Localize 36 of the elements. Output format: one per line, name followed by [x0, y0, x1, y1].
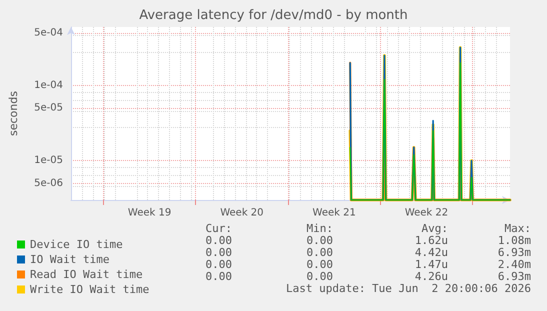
text: 0.00: [206, 234, 232, 247]
y-tick-label: 1e-04: [34, 80, 63, 92]
y-axis-title: seconds: [7, 90, 20, 136]
text: 0.00: [206, 246, 232, 259]
y-tick-label: 1e-05: [34, 155, 63, 166]
legend-label: IO Wait time: [30, 253, 110, 266]
text: 6.93m: [498, 246, 532, 259]
text: Min:: [306, 222, 333, 235]
x-tick-label: Week 22: [404, 208, 448, 218]
legend-label: Write IO Wait time: [30, 283, 150, 296]
legend-label: Device IO time: [30, 238, 123, 251]
text: Max:: [504, 222, 531, 235]
y-tick-label: 5e-04: [34, 27, 63, 38]
text: 0.00: [306, 270, 333, 283]
chart-title: Average latency for /dev/md0 - by month: [139, 8, 408, 23]
y-tick-label: 5e-05: [34, 102, 63, 114]
text: Cur:: [206, 222, 232, 235]
text: Avg:: [422, 222, 448, 235]
text: 4.42u: [414, 246, 448, 259]
text: 1.08m: [498, 234, 532, 247]
text: 0.00: [306, 258, 333, 271]
x-tick-label: Week 20: [220, 208, 264, 218]
text: 2.40m: [498, 258, 532, 271]
text: 0.00: [206, 258, 232, 271]
text: 1.62u: [414, 234, 448, 247]
legend-label: Read IO Wait time: [30, 268, 143, 281]
x-tick-label: Week 21: [312, 208, 356, 218]
text: 0.00: [306, 234, 333, 247]
text: Last update: Tue Jun 2 20:00:06 2026: [286, 282, 532, 295]
text: 4.26u: [414, 270, 448, 283]
text: 1.47u: [414, 258, 448, 271]
x-tick-label: Week 19: [128, 208, 172, 218]
y-tick-label: 5e-06: [34, 178, 63, 189]
text: 0.00: [306, 246, 333, 259]
text: 6.93m: [498, 270, 532, 283]
text: 0.00: [206, 270, 232, 283]
